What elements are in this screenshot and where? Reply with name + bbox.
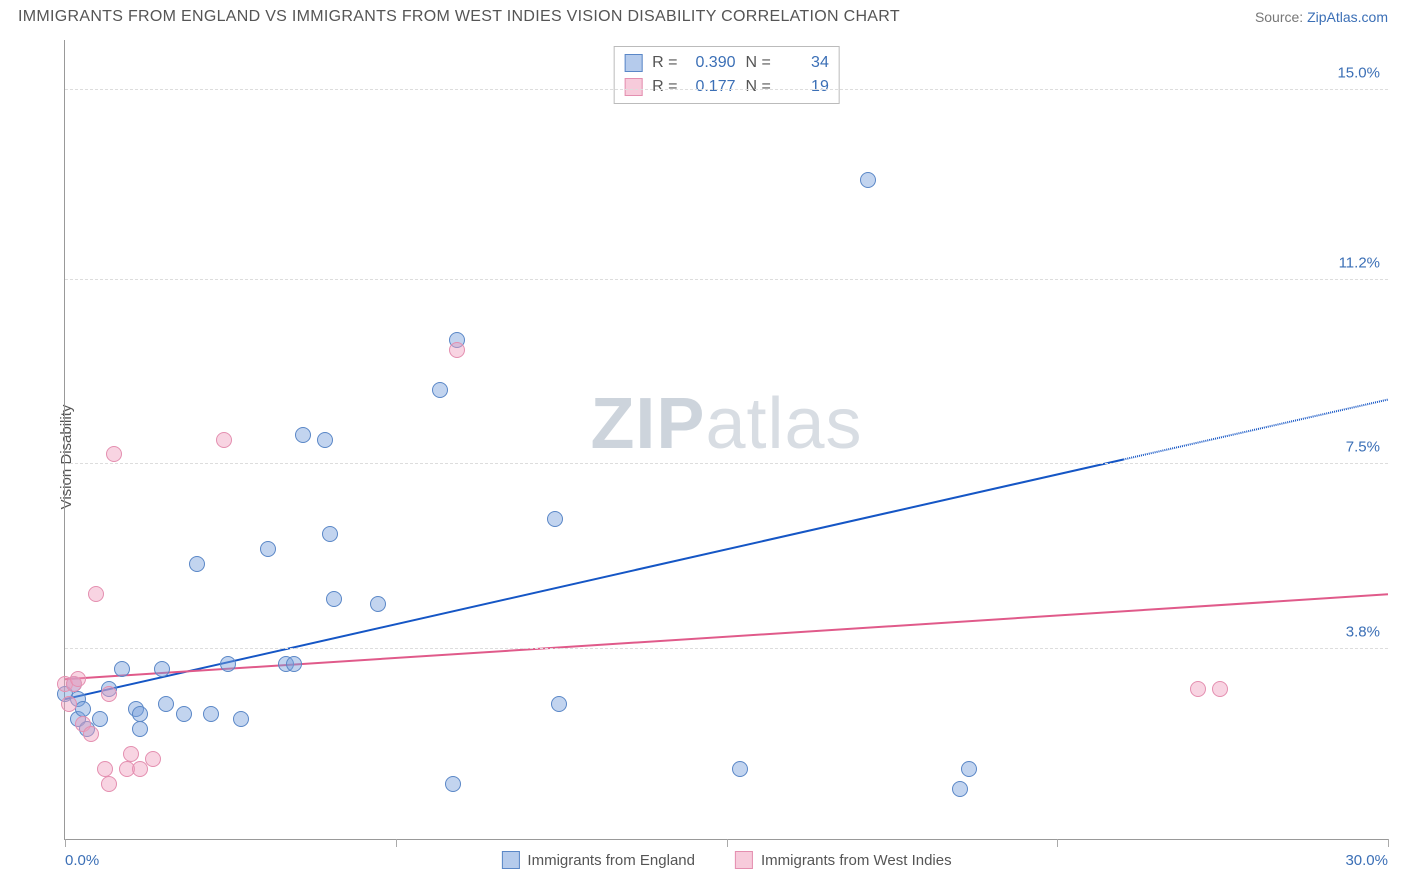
x-axis-max-label: 30.0%	[1345, 852, 1388, 869]
data-point	[101, 776, 117, 792]
source: Source: ZipAtlas.com	[1255, 9, 1388, 25]
data-point	[92, 711, 108, 727]
x-tick	[1057, 839, 1058, 847]
plot-area: ZIPatlas R = 0.390 N = 34 R = 0.177 N = …	[64, 40, 1388, 840]
y-tick-label: 3.8%	[1346, 624, 1380, 641]
data-point	[547, 511, 563, 527]
data-point	[216, 432, 232, 448]
data-point	[132, 706, 148, 722]
data-point	[176, 706, 192, 722]
legend-label: Immigrants from West Indies	[761, 852, 952, 869]
watermark-bold: ZIP	[590, 384, 705, 464]
data-point	[88, 586, 104, 602]
swatch-pink-icon	[735, 851, 753, 869]
stat-n-label: N =	[746, 51, 771, 75]
data-point	[83, 726, 99, 742]
data-point	[952, 781, 968, 797]
data-point	[449, 342, 465, 358]
x-tick	[65, 839, 66, 847]
x-tick	[727, 839, 728, 847]
legend-label: Immigrants from England	[527, 852, 695, 869]
watermark-rest: atlas	[705, 384, 862, 464]
data-point	[97, 761, 113, 777]
chart-wrap: Vision Disability ZIPatlas R = 0.390 N =…	[18, 40, 1388, 874]
title-bar: IMMIGRANTS FROM ENGLAND VS IMMIGRANTS FR…	[0, 0, 1406, 30]
x-tick	[396, 839, 397, 847]
source-prefix: Source:	[1255, 9, 1307, 25]
data-point	[220, 656, 236, 672]
data-point	[70, 671, 86, 687]
x-axis-min-label: 0.0%	[65, 852, 99, 869]
data-point	[1190, 681, 1206, 697]
data-point	[114, 661, 130, 677]
stat-n-label: N =	[746, 75, 771, 99]
data-point	[132, 721, 148, 737]
legend-item-england: Immigrants from England	[501, 851, 695, 869]
y-tick-label: 15.0%	[1337, 64, 1380, 81]
data-point	[317, 432, 333, 448]
swatch-pink-icon	[624, 78, 642, 96]
source-link[interactable]: ZipAtlas.com	[1307, 9, 1388, 25]
trend-lines	[65, 40, 1388, 839]
swatch-blue-icon	[624, 54, 642, 72]
data-point	[260, 541, 276, 557]
stat-r-label: R =	[652, 75, 677, 99]
data-point	[370, 596, 386, 612]
x-tick	[1388, 839, 1389, 847]
trend-line	[65, 594, 1388, 679]
data-point	[123, 746, 139, 762]
data-point	[326, 591, 342, 607]
stat-r-value: 0.390	[688, 51, 736, 75]
legend-item-westindies: Immigrants from West Indies	[735, 851, 952, 869]
stat-n-value: 19	[781, 75, 829, 99]
stat-r-label: R =	[652, 51, 677, 75]
data-point	[154, 661, 170, 677]
data-point	[445, 776, 461, 792]
data-point	[961, 761, 977, 777]
chart-title: IMMIGRANTS FROM ENGLAND VS IMMIGRANTS FR…	[18, 8, 900, 26]
data-point	[732, 761, 748, 777]
data-point	[432, 382, 448, 398]
data-point	[158, 696, 174, 712]
gridline	[65, 89, 1388, 90]
stat-r-value: 0.177	[688, 75, 736, 99]
y-tick-label: 11.2%	[1339, 254, 1380, 271]
data-point	[1212, 681, 1228, 697]
gridline	[65, 648, 1388, 649]
data-point	[551, 696, 567, 712]
data-point	[286, 656, 302, 672]
stats-legend: R = 0.390 N = 34 R = 0.177 N = 19	[613, 46, 840, 104]
data-point	[295, 427, 311, 443]
y-tick-label: 7.5%	[1346, 439, 1380, 456]
stat-n-value: 34	[781, 51, 829, 75]
data-point	[322, 526, 338, 542]
gridline	[65, 279, 1388, 280]
stats-row-westindies: R = 0.177 N = 19	[624, 75, 829, 99]
data-point	[61, 696, 77, 712]
stats-row-england: R = 0.390 N = 34	[624, 51, 829, 75]
watermark: ZIPatlas	[590, 383, 862, 465]
data-point	[101, 686, 117, 702]
bottom-legend: Immigrants from England Immigrants from …	[501, 851, 951, 869]
gridline	[65, 463, 1388, 464]
data-point	[860, 172, 876, 188]
data-point	[203, 706, 219, 722]
swatch-blue-icon	[501, 851, 519, 869]
data-point	[145, 751, 161, 767]
data-point	[106, 446, 122, 462]
data-point	[233, 711, 249, 727]
data-point	[189, 556, 205, 572]
